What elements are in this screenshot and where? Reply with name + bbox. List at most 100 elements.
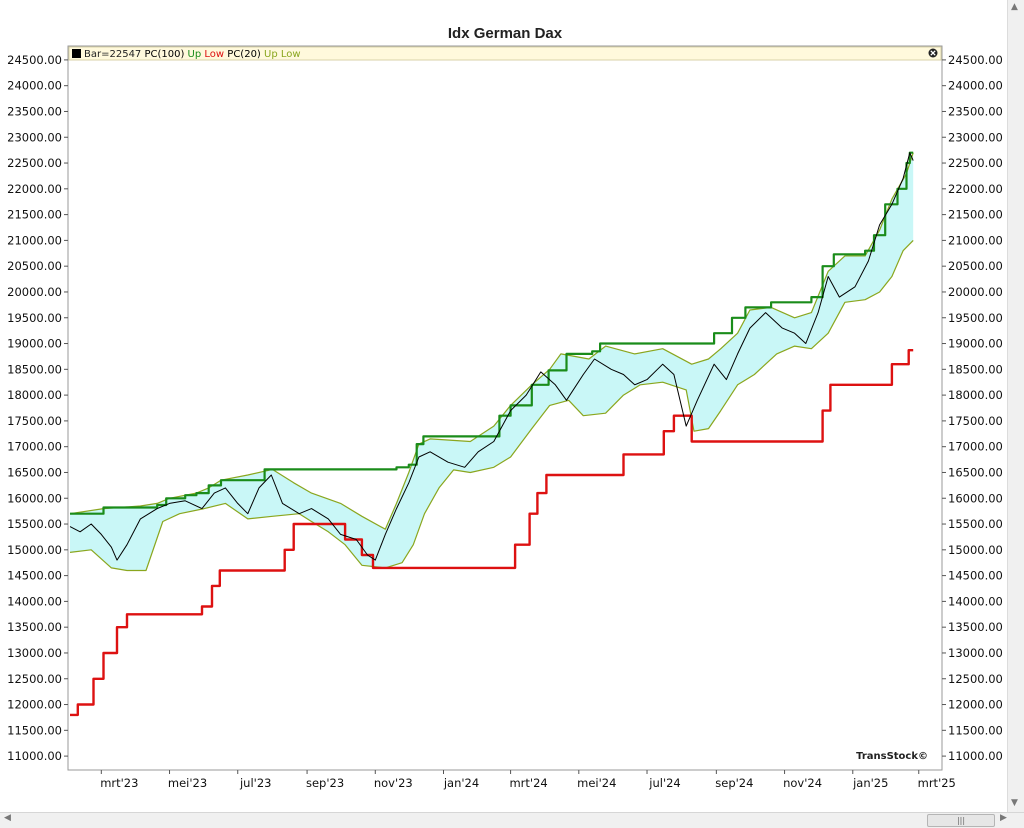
- y-tick-label-right: 17000.00: [948, 440, 1003, 454]
- y-tick-label-left: 17000.00: [7, 440, 62, 454]
- y-tick-label-left: 12000.00: [7, 698, 62, 712]
- y-tick-label-left: 23000.00: [7, 130, 62, 144]
- x-tick-label: mrt'23: [100, 776, 138, 790]
- y-tick-label-left: 16500.00: [7, 465, 62, 479]
- y-tick-label-right: 20000.00: [948, 285, 1003, 299]
- x-tick-label: mei'23: [168, 776, 207, 790]
- y-tick-label-left: 13500.00: [7, 620, 62, 634]
- y-tick-label-left: 13000.00: [7, 646, 62, 660]
- y-tick-label-left: 17500.00: [7, 414, 62, 428]
- y-tick-label-left: 11500.00: [7, 723, 62, 737]
- channel-fill-layer: [70, 152, 914, 571]
- x-tick-label: jul'24: [648, 776, 680, 790]
- y-tick-label-left: 21500.00: [7, 208, 62, 222]
- x-tick-label: jan'24: [443, 776, 479, 790]
- y-tick-label-right: 21500.00: [948, 208, 1003, 222]
- y-tick-label-left: 15000.00: [7, 543, 62, 557]
- x-tick-label: jul'23: [239, 776, 271, 790]
- y-tick-label-right: 22000.00: [948, 182, 1003, 196]
- legend-item: Up: [261, 49, 278, 60]
- y-tick-label-left: 22500.00: [7, 156, 62, 170]
- y-tick-label-left: 16000.00: [7, 491, 62, 505]
- horizontal-scrollbar[interactable]: ◀ ||| ▶: [0, 812, 1024, 828]
- y-tick-label-right: 14500.00: [948, 569, 1003, 583]
- x-tick-label: nov'23: [374, 776, 413, 790]
- scroll-left-icon[interactable]: ◀: [4, 813, 11, 823]
- y-tick-label-right: 24000.00: [948, 79, 1003, 93]
- x-tick-label: sep'23: [306, 776, 344, 790]
- y-tick-label-right: 22500.00: [948, 156, 1003, 170]
- legend-text: Bar=22547 PC(100) Up Low PC(20) Up Low: [84, 49, 301, 60]
- legend-item: PC(20): [224, 49, 261, 60]
- y-tick-label-left: 22000.00: [7, 182, 62, 196]
- y-tick-label-right: 15000.00: [948, 543, 1003, 557]
- y-tick-label-left: 21000.00: [7, 233, 62, 247]
- y-tick-label-left: 12500.00: [7, 672, 62, 686]
- y-tick-label-right: 18000.00: [948, 388, 1003, 402]
- watermark: TransStock©: [856, 751, 928, 762]
- y-tick-label-right: 19500.00: [948, 311, 1003, 325]
- series-layer: [69, 151, 914, 717]
- scroll-up-icon[interactable]: ▲: [1011, 2, 1018, 12]
- y-axis-left: 11000.00 11500.00 12000.00 12500.00 13000.00…: [7, 53, 68, 763]
- y-tick-label-right: 21000.00: [948, 233, 1003, 247]
- scroll-down-icon[interactable]: ▼: [1011, 798, 1018, 808]
- y-tick-label-left: 15500.00: [7, 517, 62, 531]
- series-line-pc20-low: [69, 239, 914, 572]
- close-icon[interactable]: [928, 48, 938, 58]
- chart: Idx German Dax Bar=22547 PC(100) Up Low …: [7, 25, 1003, 790]
- y-tick-label-left: 20500.00: [7, 259, 62, 273]
- y-tick-label-left: 18000.00: [7, 388, 62, 402]
- vertical-scrollbar[interactable]: ▲ ▼: [1007, 0, 1024, 812]
- y-tick-label-right: 23000.00: [948, 130, 1003, 144]
- x-tick-label: jan'25: [852, 776, 888, 790]
- y-tick-label-right: 12500.00: [948, 672, 1003, 686]
- y-tick-label-left: 24000.00: [7, 79, 62, 93]
- x-tick-label: mrt'25: [918, 776, 956, 790]
- y-tick-label-left: 24500.00: [7, 53, 62, 67]
- y-tick-label-right: 15500.00: [948, 517, 1003, 531]
- scroll-right-icon[interactable]: ▶: [1000, 813, 1007, 823]
- y-tick-label-right: 11500.00: [948, 723, 1003, 737]
- legend-bar-swatch: [72, 49, 81, 58]
- channel-fill-area: [70, 152, 914, 571]
- y-tick-label-left: 11000.00: [7, 749, 62, 763]
- y-tick-label-right: 20500.00: [948, 259, 1003, 273]
- y-tick-label-left: 14500.00: [7, 569, 62, 583]
- y-tick-label-left: 20000.00: [7, 285, 62, 299]
- plot-area: [67, 45, 943, 771]
- legend-item: Low: [278, 49, 301, 60]
- x-tick-label: mrt'24: [509, 776, 547, 790]
- scroll-thumb[interactable]: |||: [927, 814, 995, 827]
- series-line-pc100-low: [70, 349, 914, 717]
- y-tick-label-right: 16500.00: [948, 465, 1003, 479]
- y-tick-label-right: 23500.00: [948, 104, 1003, 118]
- y-tick-label-left: 14000.00: [7, 594, 62, 608]
- x-tick-label: mei'24: [577, 776, 616, 790]
- legend-background: [68, 46, 942, 61]
- y-tick-label-right: 18500.00: [948, 362, 1003, 376]
- x-axis: mrt'23 mei'23 jul'23 sep'23 nov'23 jan'24 mrt'…: [100, 770, 956, 790]
- series-line-price: [69, 152, 914, 561]
- y-tick-label-right: 11000.00: [948, 749, 1003, 763]
- legend: Bar=22547 PC(100) Up Low PC(20) Up Low: [68, 46, 942, 61]
- y-axis-right: 11000.00 11500.00 12000.00 12500.00 13000.00…: [942, 53, 1003, 763]
- legend-item: PC(100): [144, 49, 184, 60]
- y-tick-label-right: 16000.00: [948, 491, 1003, 505]
- y-tick-label-left: 19500.00: [7, 311, 62, 325]
- y-tick-label-right: 17500.00: [948, 414, 1003, 428]
- y-tick-label-left: 23500.00: [7, 104, 62, 118]
- x-tick-label: sep'24: [715, 776, 753, 790]
- y-tick-label-right: 24500.00: [948, 53, 1003, 67]
- legend-bar-label: Bar=22547: [84, 49, 144, 60]
- series-line-pc100-up: [70, 151, 914, 515]
- chart-title: Idx German Dax: [448, 25, 563, 42]
- y-tick-label-right: 13500.00: [948, 620, 1003, 634]
- y-tick-label-right: 19000.00: [948, 337, 1003, 351]
- x-tick-label: nov'24: [783, 776, 822, 790]
- legend-item: Low: [201, 49, 224, 60]
- y-tick-label-right: 14000.00: [948, 594, 1003, 608]
- y-tick-label-left: 18500.00: [7, 362, 62, 376]
- y-tick-label-right: 12000.00: [948, 698, 1003, 712]
- y-tick-label-right: 13000.00: [948, 646, 1003, 660]
